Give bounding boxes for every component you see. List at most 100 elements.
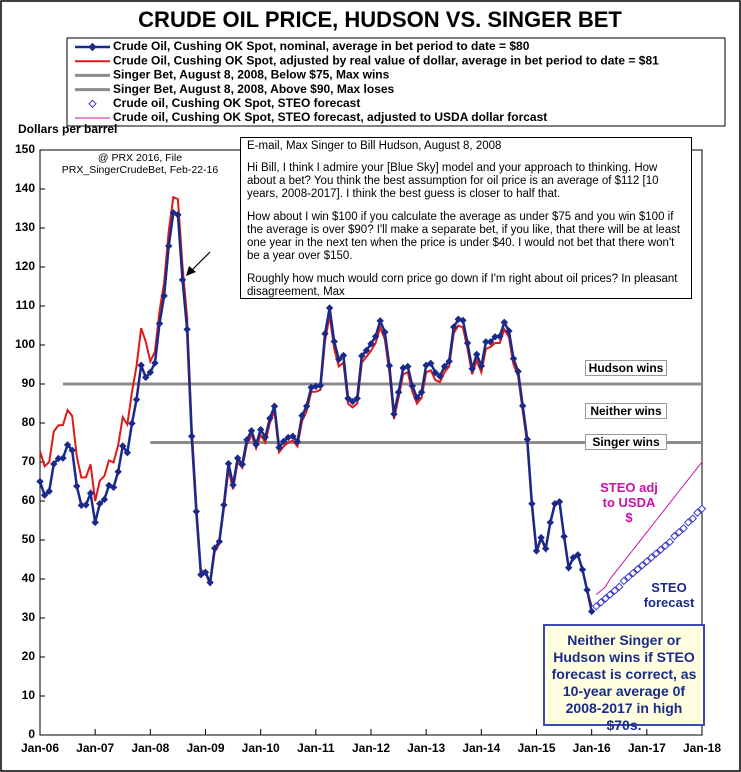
point: [270, 402, 279, 410]
point: [674, 527, 684, 537]
point: [197, 571, 205, 579]
point: [601, 594, 610, 603]
point: [564, 563, 573, 572]
point: [628, 568, 638, 578]
point: [555, 498, 564, 506]
point: [302, 402, 311, 410]
point: [583, 586, 591, 594]
y-tick-label: 40: [22, 571, 36, 585]
point: [358, 352, 366, 360]
point: [574, 551, 582, 559]
point: [413, 393, 421, 402]
point: [661, 541, 670, 551]
point: [500, 318, 509, 327]
point: [477, 362, 486, 370]
legend-label: Crude oil, Cushing OK Spot, STEO forecas…: [113, 96, 360, 110]
point: [578, 565, 587, 574]
series-line: [39, 195, 593, 607]
arrow: [189, 251, 211, 273]
point: [381, 328, 389, 336]
point: [252, 440, 260, 449]
point: [697, 504, 707, 514]
point: [463, 339, 472, 347]
point: [224, 459, 233, 468]
y-tick-label: 140: [15, 181, 35, 195]
point: [605, 590, 615, 599]
point: [505, 327, 513, 335]
point: [519, 402, 527, 410]
point: [119, 442, 127, 450]
point: [569, 553, 577, 562]
point: [261, 433, 269, 441]
point: [82, 501, 90, 509]
point: [427, 359, 435, 368]
point: [233, 454, 242, 462]
conclusion-box: Neither Singer or Hudson wins if STEO fo…: [543, 624, 705, 733]
x-tick-label: Jan-18: [683, 741, 721, 755]
point: [445, 357, 453, 366]
y-tick-label: 50: [22, 532, 36, 546]
point: [546, 518, 554, 527]
legend-label: Singer Bet, August 8, 2008, Above $90, M…: [113, 82, 395, 96]
y-tick-label: 110: [16, 298, 36, 312]
arrow-head: [186, 266, 196, 276]
email-paragraph: Roughly how much would corn price go dow…: [247, 273, 678, 298]
point: [509, 354, 518, 363]
point: [50, 460, 58, 468]
point: [165, 242, 173, 250]
point: [86, 489, 95, 497]
y-tick-label: 70: [22, 454, 36, 468]
point: [560, 532, 568, 541]
point: [40, 491, 49, 499]
point: [468, 365, 476, 373]
y-tick-label: 60: [22, 493, 36, 507]
point: [275, 443, 283, 452]
point: [665, 537, 675, 547]
point: [651, 549, 661, 558]
point: [123, 448, 132, 457]
x-tick-label: Jan-16: [573, 741, 611, 755]
chart-title: CRUDE OIL PRICE, HUDSON VS. SINGER BET: [138, 7, 622, 32]
point: [142, 373, 150, 382]
legend-label: Crude Oil, Cushing OK Spot, adjusted by …: [113, 53, 659, 67]
legend-label: Singer Bet, August 8, 2008, Below $75, M…: [113, 68, 390, 82]
point: [188, 432, 196, 440]
x-tick-label: Jan-08: [131, 741, 169, 755]
point: [178, 276, 187, 284]
point: [316, 381, 325, 390]
point: [394, 388, 403, 396]
point: [132, 395, 141, 404]
point: [266, 414, 274, 423]
point: [215, 537, 223, 546]
point: [523, 435, 532, 444]
email-box: E-mail, Max Singer to Bill Hudson, Augus…: [240, 137, 692, 299]
point: [440, 362, 449, 371]
point: [183, 325, 191, 334]
point: [192, 507, 201, 516]
point: [404, 362, 412, 371]
y-tick-label: 130: [15, 220, 35, 234]
point: [247, 427, 256, 435]
point: [408, 382, 417, 390]
point: [592, 602, 601, 611]
point: [371, 332, 380, 341]
point: [656, 545, 665, 554]
point: [684, 518, 693, 527]
legend-box: [66, 37, 726, 127]
point: [615, 582, 624, 592]
point: [587, 607, 596, 616]
legend-label: Crude oil, Cushing OK Spot, STEO forecas…: [113, 110, 547, 124]
y-tick-label: 100: [15, 337, 35, 351]
point: [201, 568, 210, 577]
x-tick-label: Jan-15: [517, 741, 555, 755]
point: [220, 501, 228, 509]
steo-label: STEO forecast: [643, 580, 695, 610]
point: [73, 482, 81, 490]
point: [45, 487, 53, 495]
point: [68, 446, 76, 455]
point: [376, 317, 384, 325]
point: [174, 211, 182, 219]
point: [63, 441, 72, 449]
point: [298, 411, 306, 420]
point: [367, 340, 375, 348]
